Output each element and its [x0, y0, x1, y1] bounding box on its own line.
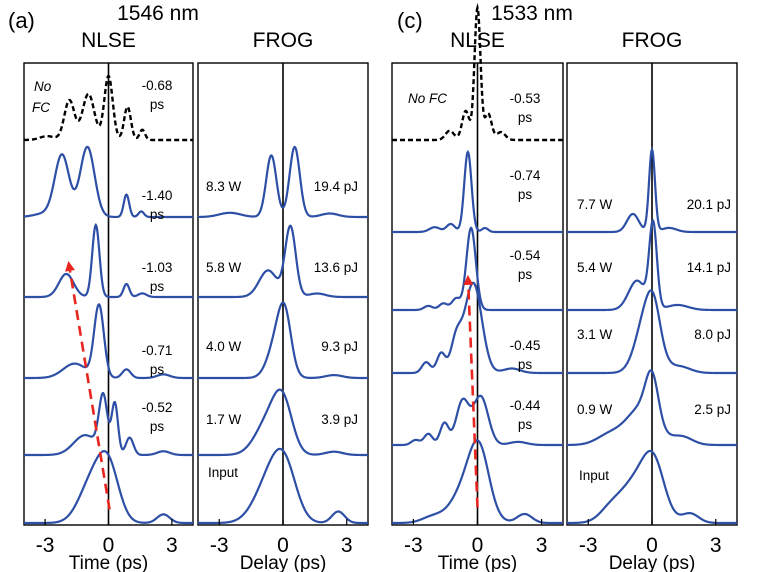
x-axis-label: Delay (ps)	[240, 553, 327, 572]
x-tick-label: 0	[472, 534, 484, 557]
panel-label: (c)	[397, 8, 423, 33]
subplot-fig0-sub1: -3 0 3 Delay (ps) FROG	[197, 29, 369, 572]
trace-3	[567, 289, 737, 375]
trace-3	[198, 301, 368, 380]
duration-unit: ps	[518, 357, 533, 372]
duration-unit: ps	[518, 110, 533, 125]
peak-power: 4.0 W	[206, 339, 242, 354]
trace-4	[24, 391, 193, 457]
pulse-energy: 13.6 pJ	[314, 260, 358, 275]
trace-2	[392, 226, 563, 312]
trace-5	[391, 439, 563, 525]
trace-1	[198, 145, 368, 219]
trace-3	[24, 303, 193, 380]
shift-arrow-line	[68, 270, 111, 510]
duration-value: -0.54	[510, 248, 541, 263]
trace-no-fc	[24, 74, 193, 142]
shift-arrow-line	[466, 284, 479, 508]
no-fc-label: No FC	[408, 91, 447, 106]
pulse-energy: 14.1 pJ	[687, 260, 731, 275]
duration-unit: ps	[518, 187, 533, 202]
duration-unit: ps	[150, 419, 165, 434]
peak-power: 1.7 W	[206, 412, 242, 427]
input-label: Input	[579, 468, 609, 483]
trace-4	[392, 394, 563, 447]
duration-value: -1.03	[142, 260, 173, 275]
x-tick-label: -3	[210, 534, 229, 557]
peak-power: 7.7 W	[577, 197, 613, 212]
trace-2	[567, 219, 737, 312]
trace-3	[392, 281, 563, 375]
peak-power: 5.4 W	[577, 260, 613, 275]
trace-1	[392, 149, 563, 234]
x-tick-label: 3	[341, 534, 353, 557]
peak-power: 8.3 W	[206, 179, 242, 194]
x-tick-label: 0	[277, 534, 289, 557]
duration-value: -0.44	[510, 398, 541, 413]
duration-value: -0.74	[510, 168, 541, 183]
panel-label: (a)	[8, 8, 35, 33]
trace-4	[567, 369, 737, 447]
x-tick-label: -3	[579, 534, 598, 557]
duration-unit: ps	[150, 362, 165, 377]
trace-5	[198, 447, 368, 525]
pulse-energy: 8.0 pJ	[694, 327, 731, 342]
pulse-energy: 9.3 pJ	[321, 339, 358, 354]
x-axis-label: Time (ps)	[438, 553, 518, 572]
no-fc-label: FC	[32, 100, 50, 115]
duration-unit: ps	[150, 279, 165, 294]
wavelength-label: 1533 nm	[491, 2, 573, 25]
x-axis-label: Delay (ps)	[609, 553, 696, 572]
peak-power: 0.9 W	[577, 402, 613, 417]
trace-4	[198, 388, 368, 457]
pulse-energy: 19.4 pJ	[314, 179, 358, 194]
x-tick-label: 0	[646, 534, 658, 557]
x-tick-label: 3	[166, 534, 178, 557]
duration-value: -0.52	[142, 400, 173, 415]
shift-arrow-head	[463, 274, 474, 286]
duration-value: -0.71	[142, 343, 173, 358]
duration-unit: ps	[518, 417, 533, 432]
trace-no-fc	[392, 2, 563, 142]
trace-2	[198, 224, 368, 299]
column-title: NLSE	[450, 29, 505, 52]
shift-arrow-head	[65, 261, 75, 272]
duration-value: -0.53	[510, 91, 541, 106]
trace-2	[24, 223, 193, 299]
trace-1	[23, 145, 193, 219]
duration-unit: ps	[518, 267, 533, 282]
trace-5	[567, 449, 737, 525]
pulse-energy: 20.1 pJ	[687, 197, 731, 212]
pulse-energy: 3.9 pJ	[321, 412, 358, 427]
peak-power: 5.8 W	[206, 260, 242, 275]
x-tick-label: 3	[536, 534, 548, 557]
x-axis-label: Time (ps)	[69, 553, 149, 572]
column-title: FROG	[622, 29, 683, 52]
input-label: Input	[208, 465, 238, 480]
trace-5	[24, 450, 193, 525]
no-fc-label: No	[34, 79, 52, 94]
duration-value: -0.68	[142, 78, 173, 93]
duration-unit: ps	[150, 97, 165, 112]
peak-power: 3.1 W	[577, 327, 613, 342]
x-tick-label: 0	[103, 534, 115, 557]
wavelength-label: 1546 nm	[117, 2, 199, 25]
x-tick-label: 3	[710, 534, 722, 557]
subplot-fig1-sub0: -3 0 3 Time (ps) NLSE	[391, 2, 564, 572]
subplot-fig1-sub1: -3 0 3 Delay (ps) FROG	[566, 29, 738, 572]
duration-value: -1.40	[142, 188, 173, 203]
column-title: NLSE	[81, 29, 136, 52]
duration-unit: ps	[150, 207, 165, 222]
subplot-fig0-sub0: -3 0 3 Time (ps) NLSE	[23, 29, 194, 572]
x-tick-label: -3	[404, 534, 423, 557]
x-tick-label: -3	[36, 534, 55, 557]
duration-value: -0.45	[510, 338, 541, 353]
trace-1	[567, 146, 737, 234]
pulse-energy: 2.5 pJ	[694, 402, 731, 417]
column-title: FROG	[253, 29, 314, 52]
